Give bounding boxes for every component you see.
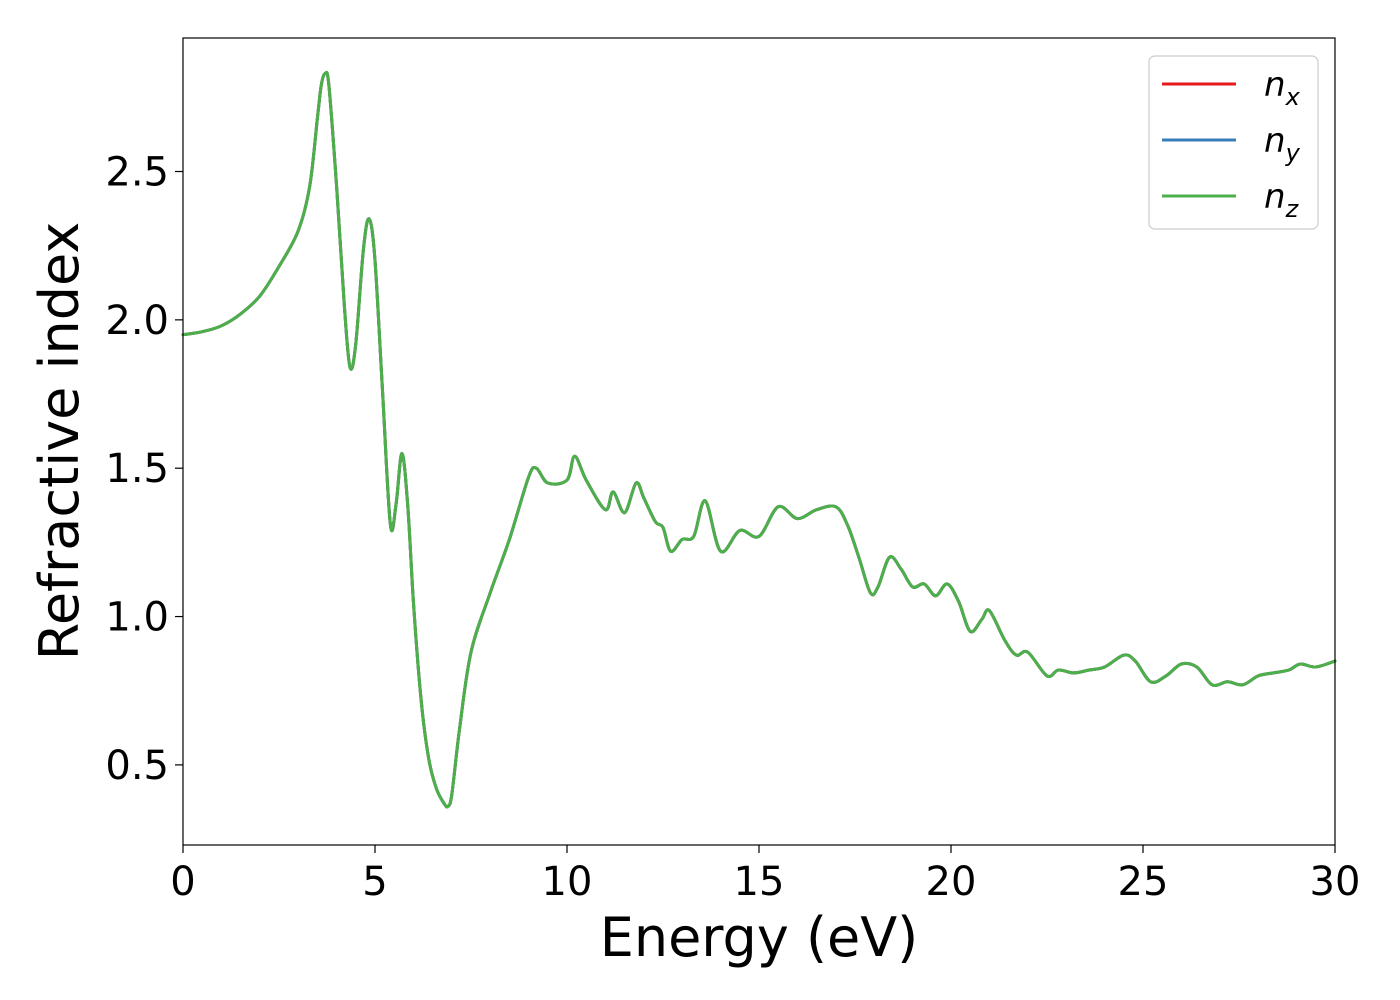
series-layer	[181, 70, 1337, 809]
x-tick-label: 20	[926, 859, 977, 905]
x-tick-label: 30	[1310, 859, 1361, 905]
legend-entries: nx ny nz	[1162, 65, 1301, 223]
legend-label-x: nx	[1264, 65, 1301, 111]
x-tick-label: 15	[734, 859, 785, 905]
y-axis-ticks: 0.5 1.0 1.5 2.0 2.5	[105, 150, 183, 789]
x-axis-label: Energy (eV)	[600, 906, 919, 969]
x-tick-label: 0	[170, 859, 195, 905]
x-axis-ticks: 0 5 10 15 20 25 30	[170, 845, 1360, 905]
x-tick-label: 25	[1118, 859, 1169, 905]
legend-box	[1148, 55, 1319, 230]
y-axis-label: Refractive index	[28, 222, 91, 661]
x-tick-label: 5	[362, 859, 387, 905]
x-tick-label: 10	[542, 859, 593, 905]
y-tick-label: 2.5	[105, 150, 169, 196]
legend: nx ny nz	[1148, 55, 1319, 230]
y-tick-label: 1.0	[105, 595, 169, 641]
legend-label-z: nz	[1264, 177, 1300, 223]
legend-label-y: ny	[1264, 121, 1301, 167]
y-tick-label: 1.5	[105, 446, 169, 492]
series-line-z	[181, 70, 1337, 809]
y-tick-label: 2.0	[105, 298, 169, 344]
y-tick-label: 0.5	[105, 743, 169, 789]
